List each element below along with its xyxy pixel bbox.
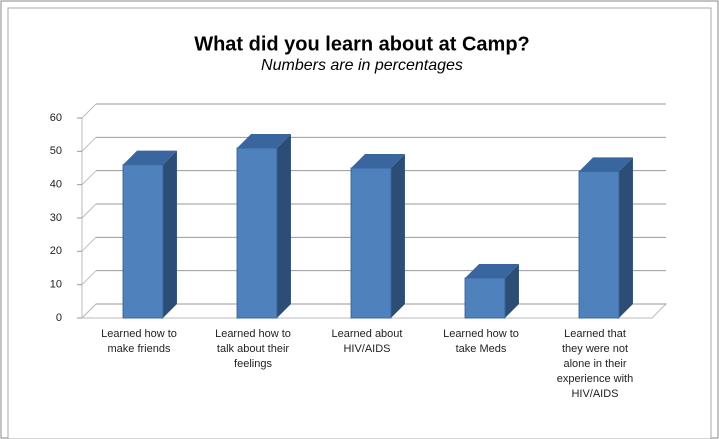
- grid-line-side: [81, 203, 97, 219]
- bar-side: [390, 154, 405, 318]
- bar-top: [465, 264, 519, 278]
- bar-side: [276, 134, 291, 318]
- x-tick-label: Learned about HIV/AIDS: [332, 328, 403, 355]
- grid-line-side: [81, 170, 97, 186]
- y-tick-label: 30: [50, 212, 62, 224]
- y-tick-label: 20: [50, 245, 62, 257]
- y-tick-label: 50: [50, 145, 62, 157]
- x-tick-label: Learned how to take Meds: [443, 328, 519, 355]
- bar-side: [618, 157, 633, 318]
- bar-side: [162, 150, 177, 318]
- grid-line-side: [81, 270, 97, 286]
- y-tick-label: 40: [50, 179, 62, 191]
- bar-top: [579, 157, 633, 172]
- y-tick-label: 60: [50, 112, 62, 124]
- bar: [236, 147, 278, 319]
- grid-line-side: [81, 103, 97, 119]
- grid-line-side: [81, 236, 97, 252]
- bar-top: [351, 154, 405, 168]
- chart-title: What did you learn about at Camp?: [194, 33, 530, 55]
- bar-top: [237, 134, 291, 148]
- bar: [464, 277, 506, 319]
- bar: [350, 167, 392, 319]
- x-tick-label: Learned that they were not alone in their e…: [557, 328, 633, 400]
- grid-line-side: [81, 303, 97, 319]
- chart-subtitle: Numbers are in percentages: [261, 57, 463, 74]
- bar-top: [123, 150, 177, 165]
- bar: [578, 170, 620, 319]
- y-tick-label: 10: [50, 279, 62, 291]
- y-tick-label: 0: [56, 312, 62, 324]
- x-tick-label: Learned how to make friends: [101, 328, 177, 355]
- bar-side: [504, 264, 519, 318]
- grid-line-side: [81, 136, 97, 152]
- bar: [122, 164, 164, 319]
- x-tick-label: Learned how to talk about their feelings: [215, 328, 291, 370]
